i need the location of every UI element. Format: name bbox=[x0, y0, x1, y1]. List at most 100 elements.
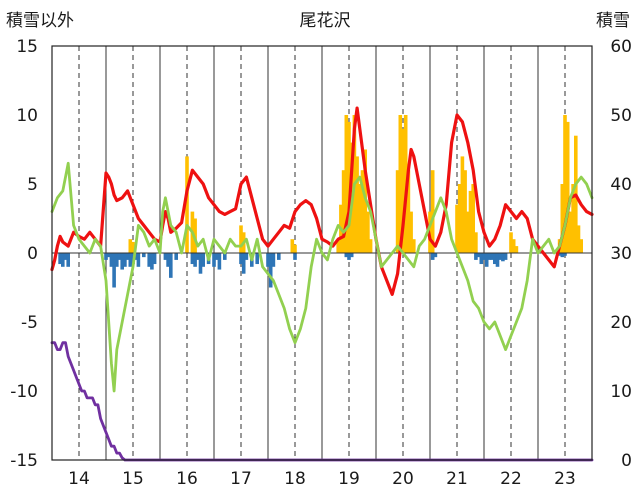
bar bbox=[347, 253, 351, 260]
x-tick-label: 23 bbox=[554, 469, 576, 489]
right-tick-label: 0 bbox=[621, 451, 632, 471]
bar bbox=[493, 253, 497, 265]
bar bbox=[471, 184, 475, 253]
bar bbox=[412, 239, 416, 253]
bar bbox=[131, 241, 135, 253]
right-tick-labels: 60 50 40 30 20 10 0 bbox=[610, 37, 632, 471]
bar bbox=[501, 253, 505, 262]
bar bbox=[498, 253, 502, 260]
bar bbox=[244, 253, 249, 260]
bar bbox=[460, 156, 465, 253]
x-tick-label: 16 bbox=[176, 469, 198, 489]
bar bbox=[239, 253, 243, 265]
bar bbox=[185, 156, 189, 253]
right-tick-label: 40 bbox=[610, 175, 632, 195]
bar bbox=[106, 253, 111, 258]
bar bbox=[368, 239, 373, 253]
bar bbox=[509, 232, 513, 253]
bar bbox=[214, 253, 219, 260]
bar bbox=[474, 232, 478, 253]
left-tick-label: -10 bbox=[10, 382, 38, 402]
bar bbox=[430, 253, 435, 260]
bar bbox=[136, 253, 141, 267]
left-tick-label: 15 bbox=[16, 37, 38, 57]
bar bbox=[511, 239, 516, 253]
bar bbox=[125, 253, 130, 260]
right-tick-label: 30 bbox=[610, 244, 632, 264]
bar bbox=[571, 184, 575, 253]
bar bbox=[463, 170, 467, 253]
bar bbox=[217, 253, 222, 270]
left-tick-label: -15 bbox=[10, 451, 38, 471]
x-tick-label: 17 bbox=[230, 469, 252, 489]
bar bbox=[430, 170, 435, 253]
bar bbox=[128, 239, 133, 253]
bar bbox=[104, 253, 108, 260]
x-tick-labels: 14 15 16 17 18 19 20 21 22 23 bbox=[68, 469, 576, 489]
bar bbox=[212, 253, 216, 267]
bar bbox=[58, 253, 62, 265]
bar bbox=[576, 225, 581, 253]
bar bbox=[358, 184, 362, 253]
bar bbox=[341, 170, 346, 253]
bar bbox=[495, 253, 500, 267]
bar bbox=[241, 253, 246, 274]
bar bbox=[401, 128, 405, 253]
bar bbox=[563, 253, 567, 256]
bar bbox=[563, 115, 567, 253]
bar bbox=[147, 253, 151, 267]
bar bbox=[360, 170, 365, 253]
bar bbox=[344, 115, 349, 253]
bar bbox=[112, 253, 116, 288]
bar bbox=[466, 211, 470, 253]
bar bbox=[66, 253, 70, 267]
bar bbox=[239, 225, 243, 253]
left-axis-label: 積雪以外 bbox=[6, 11, 74, 31]
bar bbox=[568, 211, 573, 253]
bar bbox=[455, 204, 459, 253]
bar bbox=[579, 239, 583, 253]
bar bbox=[514, 246, 519, 253]
bar bbox=[152, 253, 157, 265]
right-tick-label: 10 bbox=[610, 382, 632, 402]
bar bbox=[277, 253, 281, 260]
bar bbox=[255, 253, 259, 265]
bar bbox=[433, 253, 438, 258]
bar bbox=[290, 239, 295, 253]
series-line bbox=[50, 161, 594, 393]
bar bbox=[169, 253, 173, 278]
x-tick-label: 21 bbox=[446, 469, 468, 489]
bar bbox=[271, 253, 276, 267]
bar bbox=[503, 253, 508, 260]
bar bbox=[61, 253, 65, 267]
left-tick-labels: 15 10 5 0 -5 -10 -15 bbox=[10, 37, 38, 471]
right-tick-label: 60 bbox=[610, 37, 632, 57]
x-tick-label: 19 bbox=[338, 469, 360, 489]
right-axis-label: 積雪 bbox=[596, 11, 630, 31]
bar bbox=[482, 253, 486, 260]
bar bbox=[476, 253, 481, 258]
left-tick-label: 10 bbox=[16, 106, 38, 126]
bar bbox=[166, 253, 170, 267]
bar bbox=[293, 253, 297, 260]
x-tick-label: 22 bbox=[500, 469, 522, 489]
bar bbox=[406, 170, 411, 253]
bar bbox=[484, 253, 489, 267]
right-tick-label: 50 bbox=[610, 106, 632, 126]
bar bbox=[293, 244, 297, 253]
bar bbox=[266, 253, 270, 267]
series-line bbox=[50, 106, 594, 296]
bar bbox=[198, 253, 203, 274]
bar-series bbox=[58, 115, 583, 288]
bar bbox=[355, 156, 359, 253]
x-tick-label: 14 bbox=[68, 469, 90, 489]
bar bbox=[63, 253, 68, 260]
bar bbox=[349, 253, 354, 258]
bar bbox=[115, 253, 119, 267]
bar bbox=[190, 253, 195, 265]
left-tick-label: 5 bbox=[27, 175, 38, 195]
bar bbox=[479, 253, 484, 265]
left-tick-label: 0 bbox=[27, 244, 38, 264]
bar bbox=[395, 170, 400, 253]
